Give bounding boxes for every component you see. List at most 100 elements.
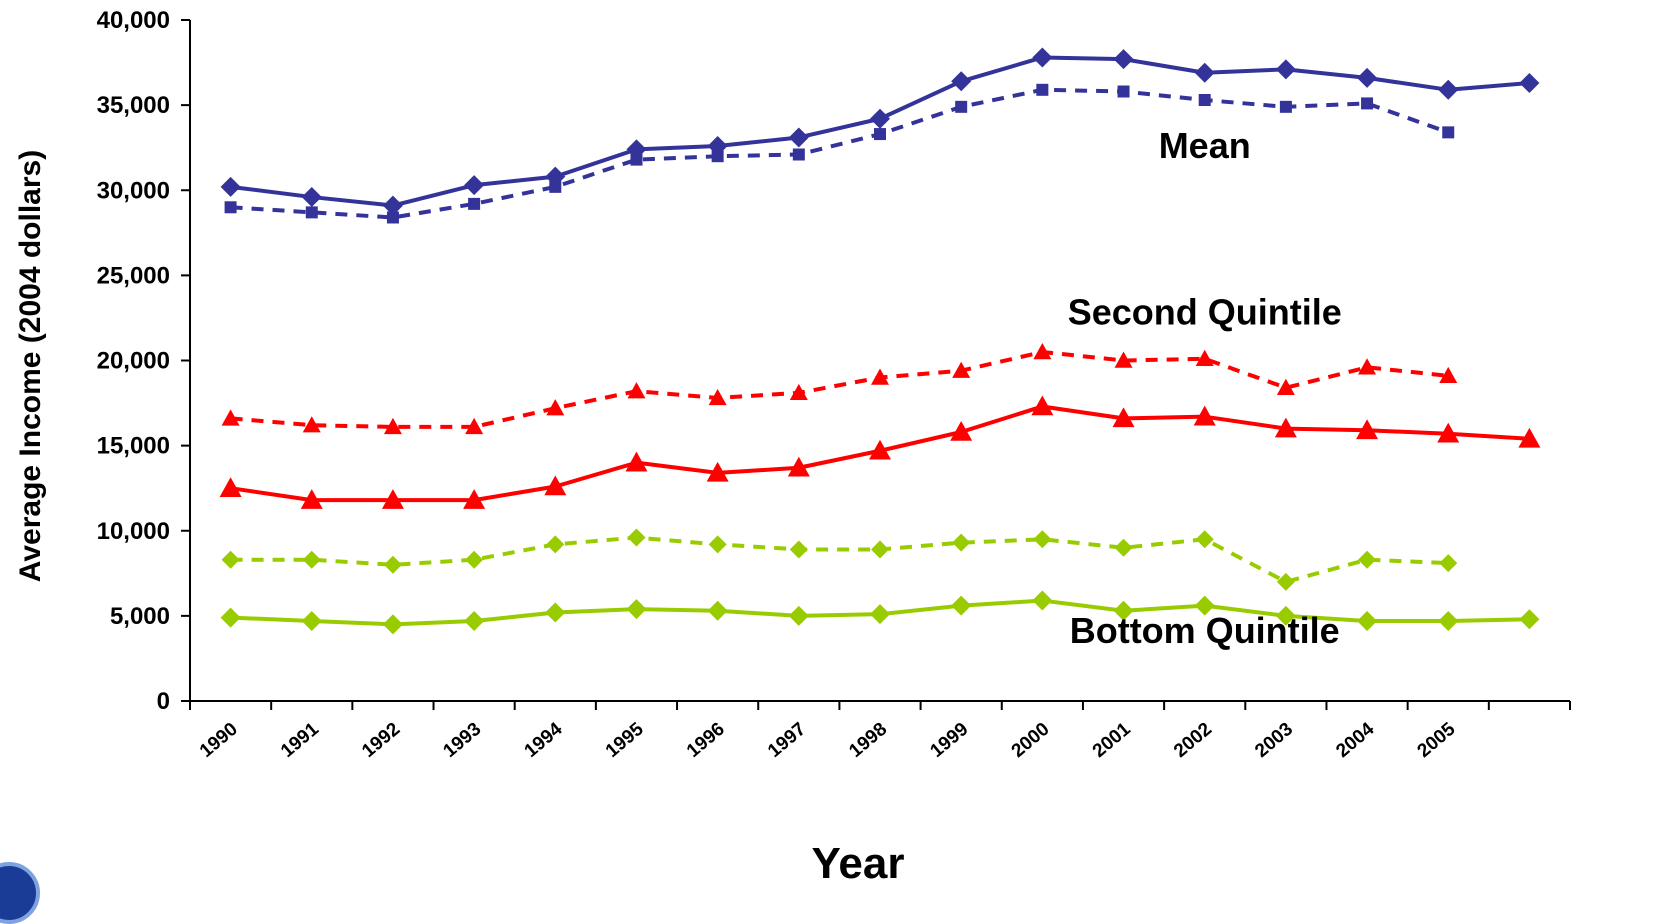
data-point [464, 610, 485, 631]
data-point [789, 383, 808, 401]
data-point [792, 148, 805, 161]
data-point [627, 382, 646, 399]
data-point [301, 610, 322, 631]
x-tick-label: 2000 [1008, 719, 1054, 762]
y-tick-label: 15,000 [97, 433, 170, 460]
data-point [219, 477, 242, 497]
data-point [711, 150, 724, 163]
data-point [1358, 358, 1377, 375]
x-tick-label: 2005 [1414, 718, 1460, 762]
data-point [1275, 59, 1296, 80]
x-tick-label: 1997 [764, 719, 810, 762]
data-point [1276, 572, 1295, 591]
data-point [1032, 47, 1053, 68]
data-point [464, 175, 485, 196]
x-tick-label: 1993 [439, 719, 485, 762]
series-3 [219, 395, 1541, 509]
data-point [1439, 554, 1458, 573]
annotation-label: Second Quintile [1068, 292, 1342, 333]
data-point [1356, 419, 1379, 440]
data-point [950, 421, 973, 441]
data-point [546, 399, 565, 416]
data-point [1437, 422, 1460, 443]
data-point [1438, 610, 1459, 631]
data-point [220, 176, 241, 197]
data-point [381, 489, 404, 509]
data-point [788, 127, 809, 148]
data-point [1361, 97, 1374, 110]
data-point [468, 197, 481, 210]
data-point [1113, 49, 1134, 70]
data-point [1279, 100, 1292, 113]
x-ticks: 1990 1991 1992 1993 1994 1995 1996 1997 1998 1999… [189, 701, 1571, 762]
data-point [708, 535, 727, 554]
data-point [382, 614, 403, 635]
data-point [1276, 378, 1295, 395]
data-point [1112, 407, 1135, 428]
data-point [1033, 530, 1052, 549]
data-point [1195, 349, 1214, 366]
data-point [305, 206, 318, 219]
data-point [952, 361, 971, 378]
y-tick-label: 0 [157, 688, 170, 715]
series-line [230, 349, 1449, 429]
x-tick-label: 1990 [196, 719, 242, 762]
data-point [220, 607, 241, 628]
data-point [1519, 609, 1540, 630]
y-tick-label: 25,000 [97, 262, 170, 289]
data-point [1357, 67, 1378, 88]
y-tick-label: 5,000 [110, 603, 170, 630]
data-point [1358, 550, 1377, 569]
y-tick-label: 40,000 [97, 7, 170, 34]
data-point [630, 153, 643, 166]
income-line-chart: 0 5,000 10,000 15,000 20,000 25,000 30,000 35,0… [14, 7, 1571, 887]
data-point [627, 528, 646, 547]
y-tick-label: 10,000 [97, 518, 170, 545]
x-tick-label: 1998 [845, 719, 891, 762]
data-point [300, 489, 323, 509]
x-tick-label: 1994 [521, 718, 567, 762]
x-tick-label: 1991 [277, 718, 323, 762]
data-point [386, 211, 399, 224]
data-point [787, 456, 810, 477]
data-point [1033, 342, 1052, 360]
data-point [1519, 72, 1540, 93]
data-point [302, 416, 321, 433]
data-point [1357, 610, 1378, 631]
data-point [789, 540, 808, 559]
series-5 [220, 590, 1540, 635]
series-4 [221, 342, 1458, 435]
data-point [1193, 405, 1216, 426]
x-tick-label: 1999 [927, 719, 973, 762]
annotations: Mean Second Quintile Bottom Quintile [1068, 125, 1342, 651]
data-point [549, 180, 562, 193]
data-point [874, 128, 886, 141]
y-tick-label: 20,000 [97, 348, 170, 375]
data-point [1518, 427, 1541, 448]
data-point [1117, 85, 1130, 98]
data-point [869, 439, 891, 460]
data-point [706, 461, 729, 482]
x-tick-label: 1995 [602, 718, 648, 762]
data-point [625, 451, 648, 472]
data-point [463, 489, 486, 509]
data-point [301, 187, 322, 208]
data-point [1194, 595, 1215, 616]
x-tick-label: 2001 [1089, 718, 1135, 762]
data-point [1036, 83, 1049, 96]
data-point [302, 550, 321, 569]
series-2 [224, 83, 1455, 224]
data-point [383, 555, 402, 574]
y-tick-label: 30,000 [97, 177, 170, 204]
data-point [871, 540, 889, 559]
data-point [1114, 351, 1133, 368]
data-point [465, 550, 484, 569]
y-tick-label: 35,000 [97, 92, 170, 119]
data-point [708, 388, 727, 406]
data-point [707, 600, 728, 621]
data-point [465, 417, 484, 435]
data-point [546, 535, 565, 554]
data-point [545, 602, 566, 623]
x-axis-title: Year [812, 839, 905, 887]
data-point [871, 368, 889, 385]
